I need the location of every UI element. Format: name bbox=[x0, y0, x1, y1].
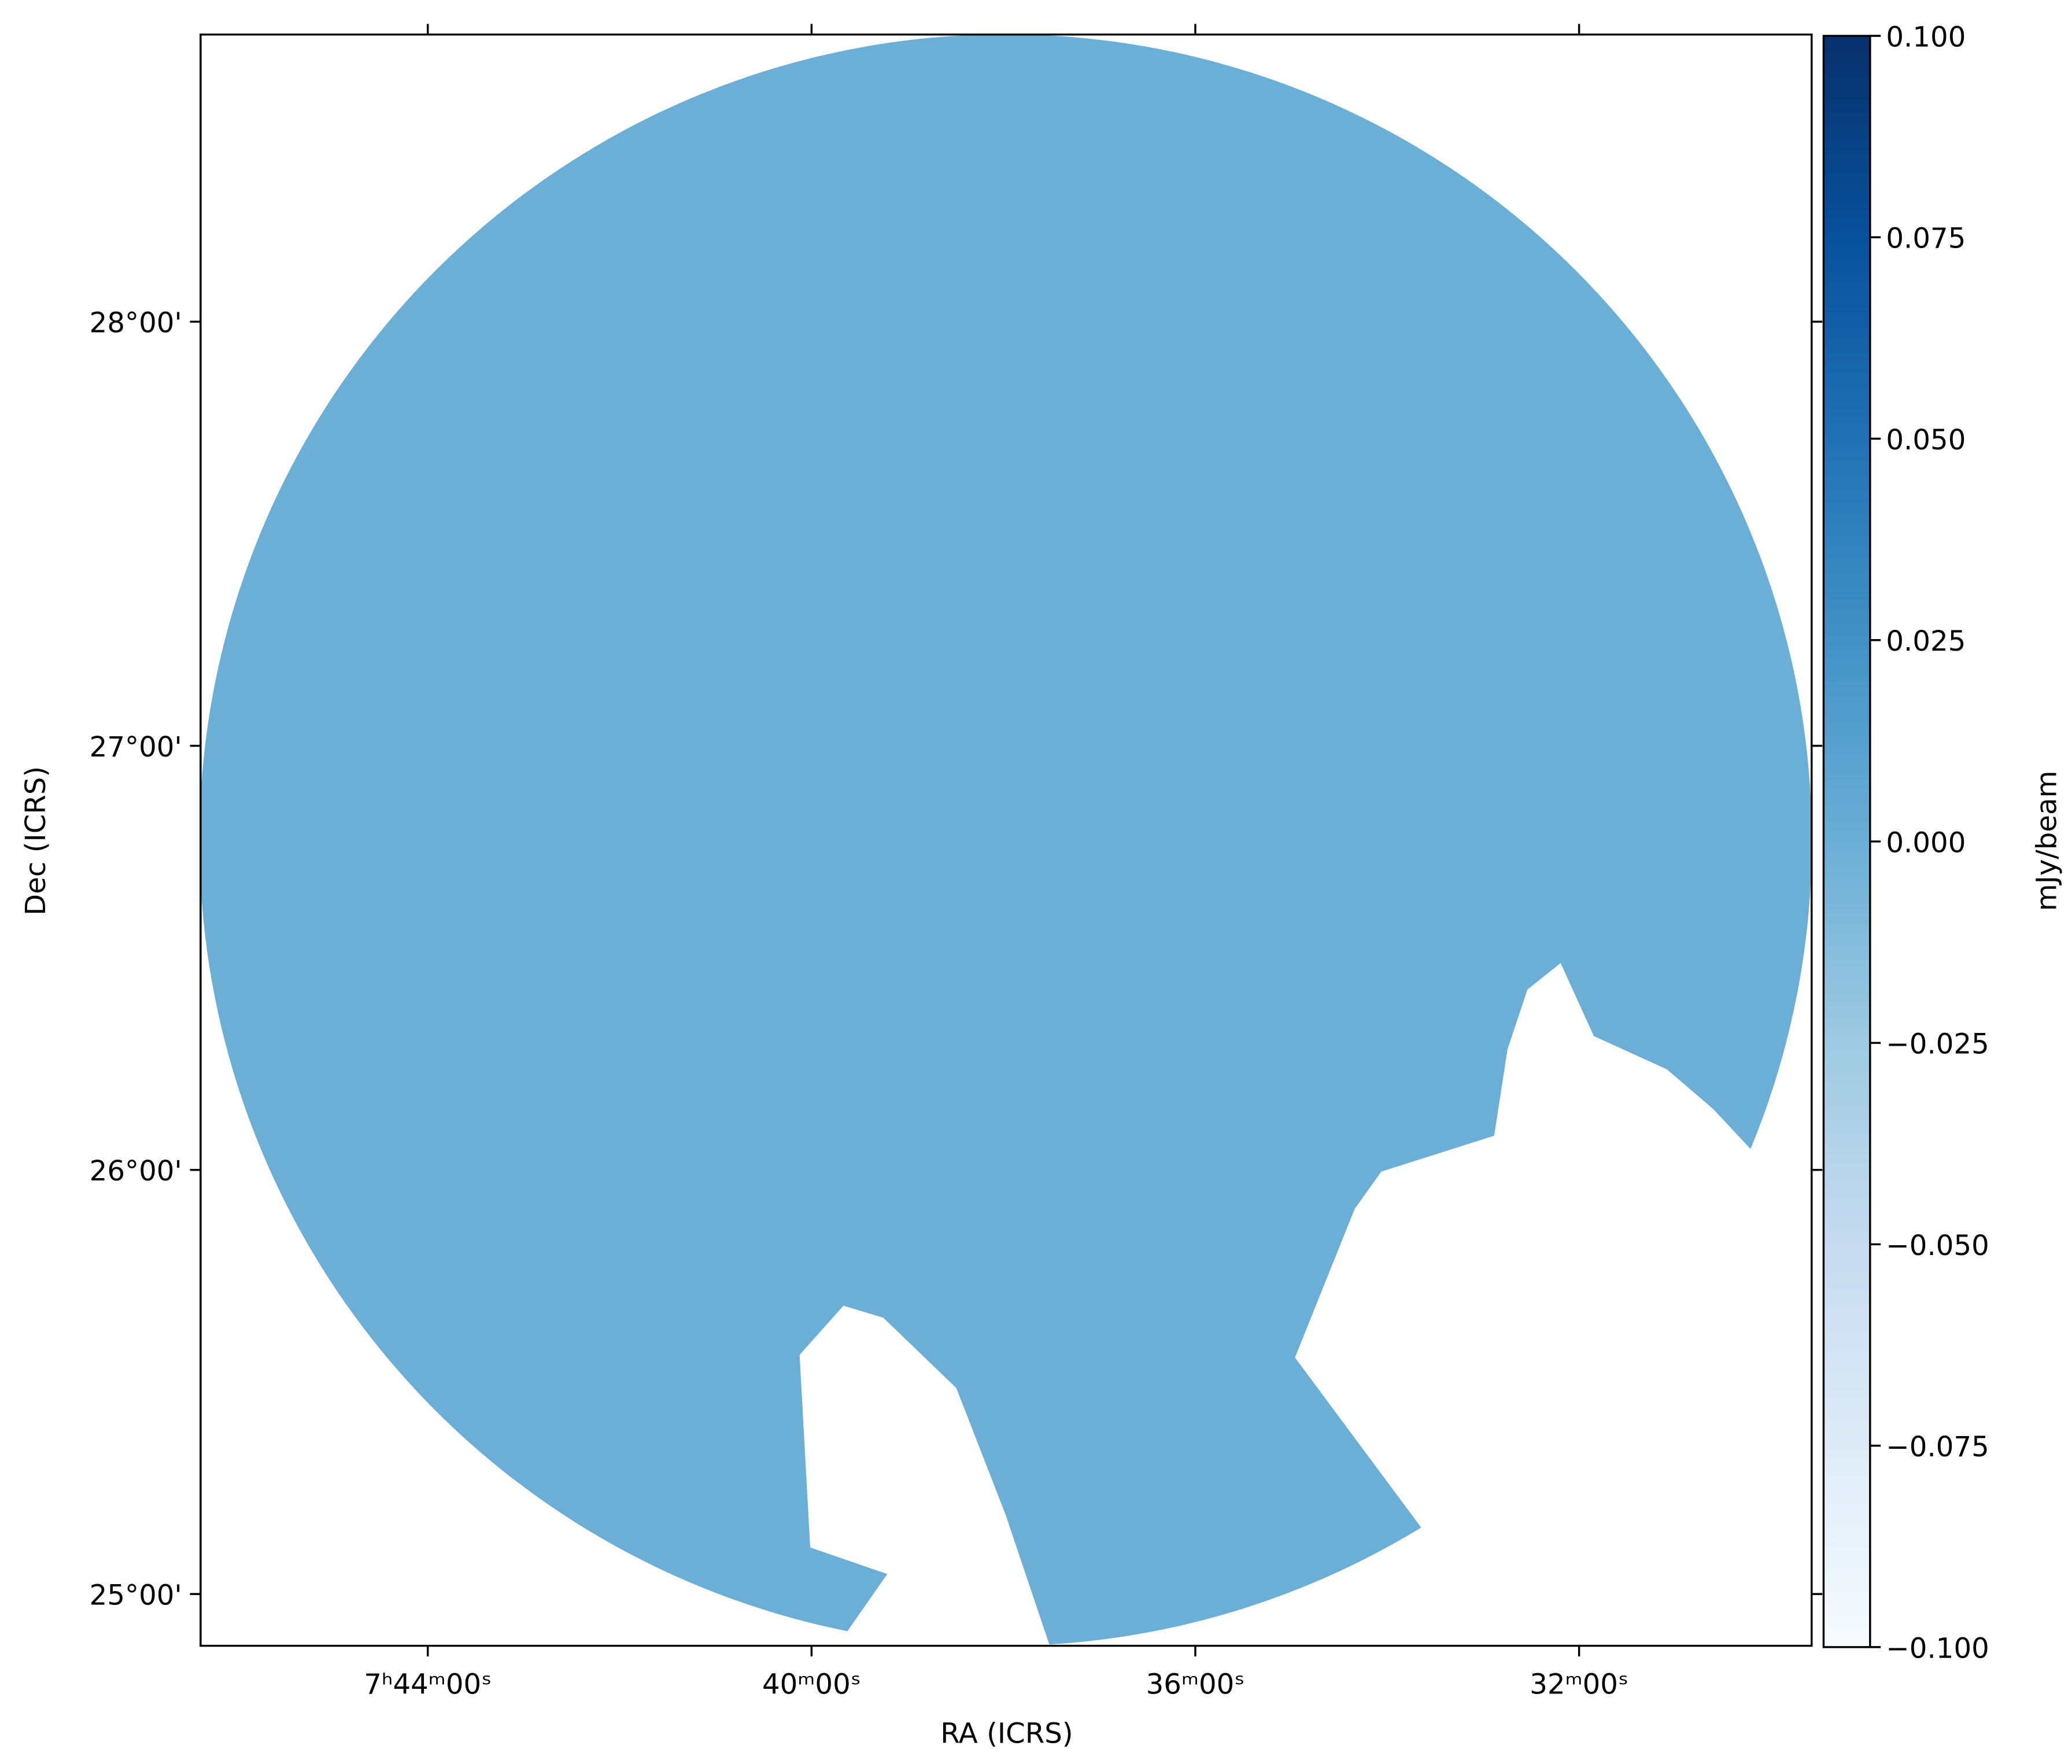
colorbar-tick-label: −0.075 bbox=[1886, 1431, 1989, 1463]
x-tick-label: 7ʰ44ᵐ00ˢ bbox=[364, 1668, 492, 1700]
colorbar-tick-label: 0.100 bbox=[1886, 21, 1966, 53]
colorbar-tick-label: −0.050 bbox=[1886, 1230, 1989, 1262]
x-tick-label: 32ᵐ00ˢ bbox=[1530, 1668, 1628, 1700]
colorbar-tick-label: −0.025 bbox=[1886, 1028, 1989, 1061]
colorbar-tick-label: 0.050 bbox=[1886, 424, 1966, 456]
axes-frame bbox=[200, 33, 1813, 1647]
sky-image bbox=[200, 34, 1812, 1645]
y-axis-label: Dec (ICRS) bbox=[20, 766, 52, 916]
colorbar-tick-label: 0.075 bbox=[1886, 223, 1966, 255]
x-tick-label: 40ᵐ00ˢ bbox=[762, 1668, 861, 1700]
colorbar-tick-label: 0.000 bbox=[1886, 826, 1966, 859]
colorbar bbox=[1822, 35, 1871, 1648]
colorbar-label: mJy/beam bbox=[2030, 770, 2063, 911]
y-tick-label: 25°00' bbox=[90, 1580, 182, 1612]
y-tick-label: 27°00' bbox=[90, 731, 182, 763]
colorbar-tick-label: 0.025 bbox=[1886, 625, 1966, 658]
colorbar-tick-label: −0.100 bbox=[1886, 1632, 1989, 1665]
y-tick-label: 28°00' bbox=[90, 307, 182, 339]
x-axis-label: RA (ICRS) bbox=[940, 1717, 1073, 1750]
x-tick-label: 36ᵐ00ˢ bbox=[1146, 1668, 1245, 1700]
y-tick-label: 26°00' bbox=[90, 1155, 182, 1187]
